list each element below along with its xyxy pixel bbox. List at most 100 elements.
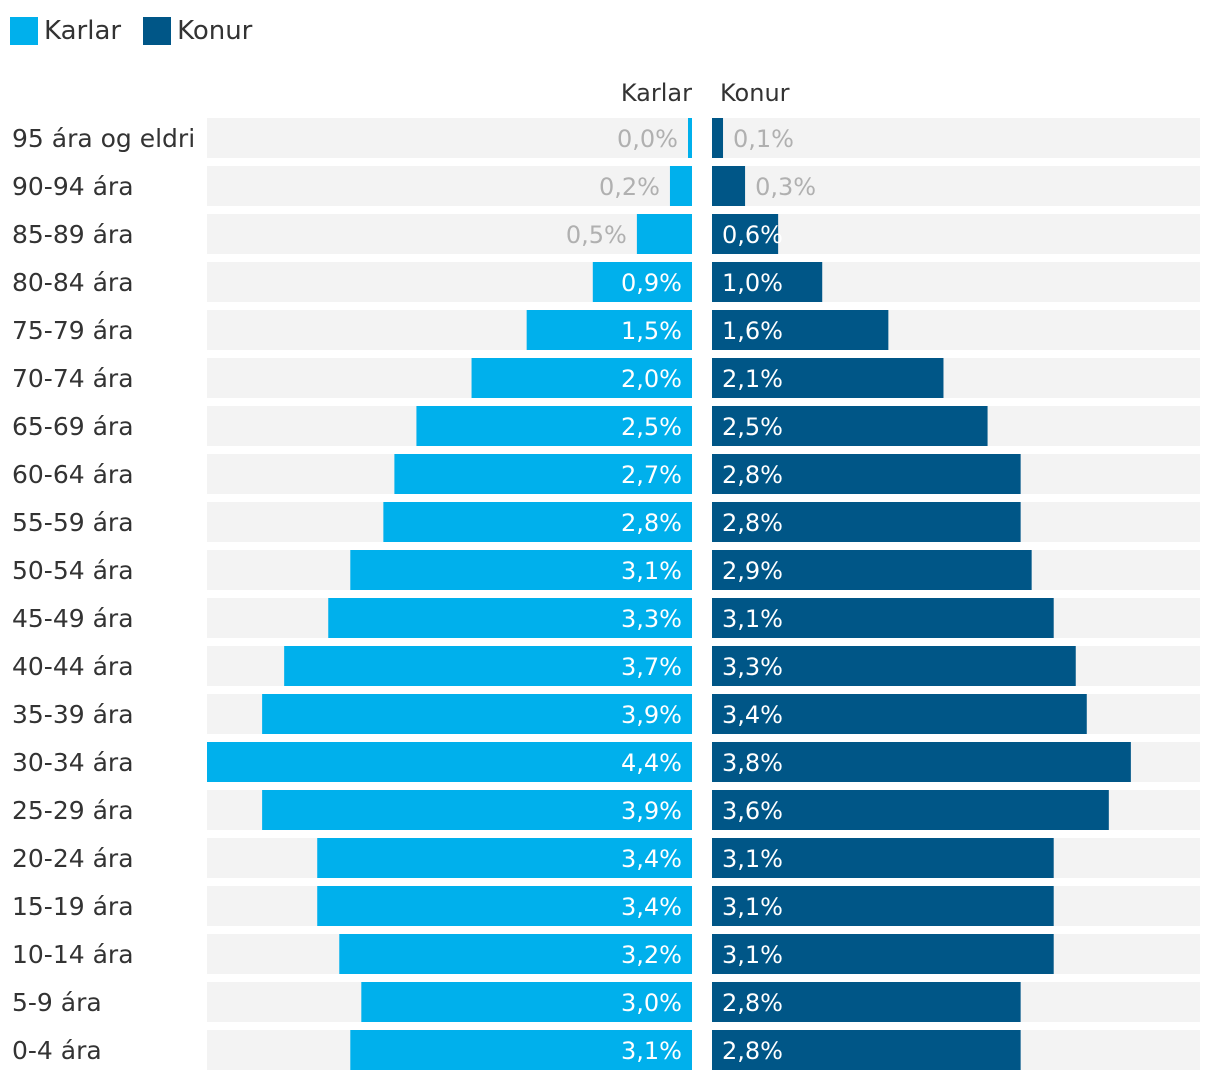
value-label-karlar: 3,3%: [621, 605, 682, 633]
bar-karlar[interactable]: [328, 598, 692, 638]
value-label-konur: 0,3%: [755, 173, 816, 201]
bar-konur[interactable]: [712, 262, 823, 302]
category-label: 90-94 ára: [12, 172, 134, 201]
value-label-konur: 3,3%: [722, 653, 783, 681]
value-label-karlar: 2,0%: [621, 365, 682, 393]
value-label-konur: 3,1%: [722, 893, 783, 921]
value-label-karlar: 2,5%: [621, 413, 682, 441]
legend-item-konur[interactable]: Konur: [143, 16, 252, 46]
category-label: 30-34 ára: [12, 748, 134, 777]
value-label-konur: 2,8%: [722, 1037, 783, 1065]
value-label-konur: 3,1%: [722, 845, 783, 873]
bar-konur[interactable]: [712, 646, 1076, 686]
track-right: [712, 118, 1200, 158]
bar-karlar[interactable]: [317, 886, 692, 926]
category-label: 5-9 ára: [12, 988, 102, 1017]
bar-konur[interactable]: [712, 790, 1109, 830]
bar-konur[interactable]: [712, 358, 944, 398]
bar-konur[interactable]: [712, 886, 1054, 926]
value-label-konur: 2,1%: [722, 365, 783, 393]
bar-konur[interactable]: [712, 502, 1021, 542]
category-label: 15-19 ára: [12, 892, 134, 921]
bar-karlar[interactable]: [669, 166, 692, 206]
bar-karlar[interactable]: [350, 1030, 692, 1070]
bar-karlar[interactable]: [416, 406, 692, 446]
value-label-konur: 0,6%: [722, 221, 783, 249]
bar-konur[interactable]: [712, 934, 1054, 974]
value-label-karlar: 3,1%: [621, 1037, 682, 1065]
bar-karlar[interactable]: [207, 742, 692, 782]
bar-karlar[interactable]: [592, 262, 692, 302]
value-label-konur: 2,8%: [722, 461, 783, 489]
category-label: 45-49 ára: [12, 604, 134, 633]
bar-konur[interactable]: [712, 406, 988, 446]
bar-konur[interactable]: [712, 166, 746, 206]
bar-karlar[interactable]: [262, 694, 692, 734]
bar-karlar[interactable]: [262, 790, 692, 830]
value-label-konur: 1,6%: [722, 317, 783, 345]
category-label: 10-14 ára: [12, 940, 134, 969]
legend-label-konur: Konur: [177, 16, 253, 46]
category-label: 0-4 ára: [12, 1036, 102, 1065]
chart-rows: 95 ára og eldri 0,0% 0,1% 90-94 ára 0,2% 0,3%…: [12, 118, 1200, 1070]
bar-karlar[interactable]: [471, 358, 692, 398]
value-label-konur: 1,0%: [722, 269, 783, 297]
category-label: 60-64 ára: [12, 460, 134, 489]
column-header-karlar: Karlar: [621, 79, 692, 107]
bar-konur[interactable]: [712, 838, 1054, 878]
category-label: 50-54 ára: [12, 556, 134, 585]
value-label-karlar: 3,2%: [621, 941, 682, 969]
value-label-konur: 3,8%: [722, 749, 783, 777]
bar-konur[interactable]: [712, 550, 1032, 590]
value-label-karlar: 3,9%: [621, 797, 682, 825]
track-left: [207, 214, 692, 254]
bar-karlar[interactable]: [350, 550, 692, 590]
value-label-konur: 3,4%: [722, 701, 783, 729]
value-label-karlar: 2,8%: [621, 509, 682, 537]
value-label-karlar: 3,0%: [621, 989, 682, 1017]
bar-karlar[interactable]: [394, 454, 692, 494]
bar-konur[interactable]: [712, 310, 889, 350]
bar-konur[interactable]: [712, 454, 1021, 494]
bar-karlar[interactable]: [526, 310, 692, 350]
value-label-karlar: 0,5%: [566, 221, 627, 249]
category-label: 80-84 ára: [12, 268, 134, 297]
value-label-karlar: 3,7%: [621, 653, 682, 681]
track-left: [207, 166, 692, 206]
legend-swatch-konur: [143, 17, 172, 45]
bar-konur[interactable]: [712, 742, 1131, 782]
category-label: 20-24 ára: [12, 844, 134, 873]
bar-karlar[interactable]: [361, 982, 692, 1022]
value-label-karlar: 0,2%: [599, 173, 660, 201]
bar-karlar[interactable]: [383, 502, 692, 542]
bar-karlar[interactable]: [317, 838, 692, 878]
bar-konur[interactable]: [712, 598, 1054, 638]
bar-konur[interactable]: [712, 982, 1021, 1022]
value-label-konur: 3,1%: [722, 605, 783, 633]
category-label: 75-79 ára: [12, 316, 134, 345]
bar-karlar[interactable]: [636, 214, 692, 254]
legend-swatch-karlar: [10, 17, 38, 45]
category-label: 95 ára og eldri: [12, 124, 195, 153]
value-label-karlar: 0,9%: [621, 269, 682, 297]
value-label-karlar: 2,7%: [621, 461, 682, 489]
bar-konur[interactable]: [712, 118, 724, 158]
value-label-karlar: 3,4%: [621, 893, 682, 921]
legend-label-karlar: Karlar: [44, 16, 122, 46]
value-label-karlar: 3,1%: [621, 557, 682, 585]
bar-karlar[interactable]: [688, 118, 692, 158]
value-label-konur: 2,8%: [722, 989, 783, 1017]
bar-konur[interactable]: [712, 1030, 1021, 1070]
value-label-konur: 2,5%: [722, 413, 783, 441]
bar-karlar[interactable]: [284, 646, 692, 686]
value-label-konur: 0,1%: [733, 125, 794, 153]
value-label-konur: 2,9%: [722, 557, 783, 585]
bar-konur[interactable]: [712, 214, 779, 254]
legend-item-karlar[interactable]: Karlar: [10, 16, 121, 46]
value-label-konur: 2,8%: [722, 509, 783, 537]
bar-konur[interactable]: [712, 694, 1087, 734]
track-left: [207, 118, 692, 158]
bar-karlar[interactable]: [339, 934, 692, 974]
category-label: 55-59 ára: [12, 508, 134, 537]
